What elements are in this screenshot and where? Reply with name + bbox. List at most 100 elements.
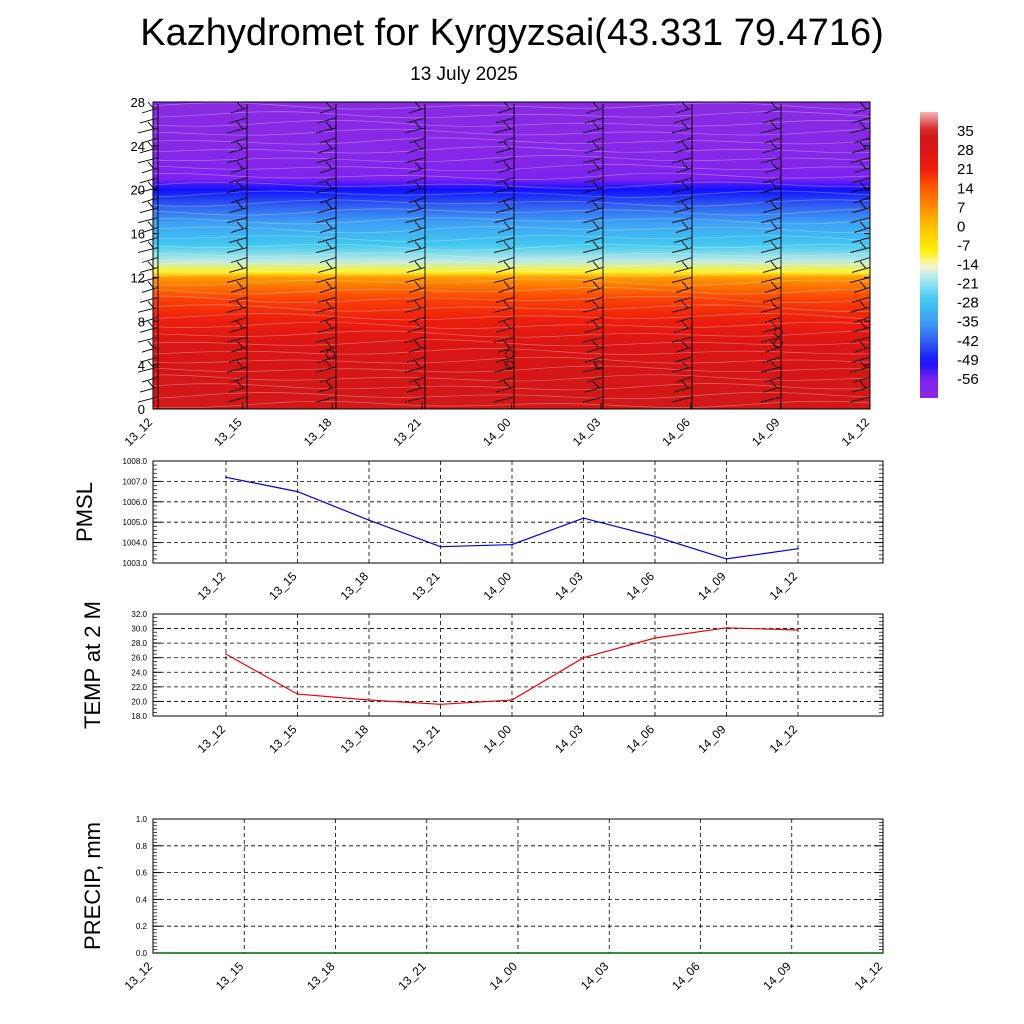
wind-barb-flag (236, 201, 244, 209)
colorbar-label: 14 (957, 180, 974, 197)
wind-barb (673, 207, 693, 214)
wind-barb (671, 217, 693, 224)
wind-barb (764, 197, 782, 204)
wind-barb (226, 217, 248, 224)
wind-barb (406, 207, 426, 214)
wind-barb-flag (325, 181, 333, 190)
wind-barb (406, 296, 426, 303)
x-tick-label: 14_06 (624, 569, 658, 603)
wind-barb-flag (414, 201, 422, 209)
y-axis-title: TEMP at 2 M (80, 601, 105, 729)
x-tick-label: 13_15 (266, 569, 300, 603)
wind-barb-flag (770, 121, 778, 130)
wind-barb (141, 286, 159, 293)
calm-marker (505, 349, 514, 359)
wind-barb-flag (859, 301, 867, 309)
wind-barb (408, 286, 426, 293)
wind-barb (497, 107, 515, 114)
wind-barb (319, 167, 337, 174)
contour-line (152, 339, 871, 347)
wind-barb-flag (236, 221, 244, 229)
data-point (439, 545, 442, 548)
wind-barb-flag (859, 121, 867, 130)
wind-barb (582, 366, 604, 373)
wind-barb (228, 177, 248, 184)
wind-barb (495, 267, 515, 273)
y-tick-label: 20.0 (131, 697, 147, 706)
wind-barb-flag (592, 301, 600, 309)
wind-barb-flag (503, 360, 511, 369)
wind-barb (584, 117, 604, 124)
y-tick-label: 0.8 (136, 842, 148, 851)
wind-barb (584, 147, 604, 154)
wind-barb-flag (236, 281, 244, 289)
x-tick-label: 13_21 (409, 569, 443, 603)
wind-barb (673, 296, 693, 303)
wind-barb (849, 366, 871, 373)
wind-barb-flag (770, 181, 778, 190)
wind-barb-flag (325, 340, 333, 349)
y-tick-label: 22.0 (131, 683, 147, 692)
wind-barb (408, 316, 426, 323)
wind-barb (760, 336, 782, 343)
data-point (511, 543, 513, 546)
contour-line (152, 261, 871, 269)
y-tick-label: 32.0 (131, 610, 147, 619)
wind-barb (139, 207, 159, 214)
data-point (296, 490, 299, 493)
wind-barb (673, 386, 693, 393)
wind-barb (141, 227, 159, 234)
wind-barb-flag (503, 181, 511, 190)
contour-line (153, 235, 871, 242)
x-tick-label: 14_06 (659, 415, 693, 449)
x-tick-label: 14_09 (749, 415, 783, 449)
wind-barb (582, 127, 604, 134)
wind-barb (317, 296, 337, 303)
wind-barb (764, 167, 782, 174)
wind-barb (493, 247, 515, 253)
wind-barb (497, 316, 515, 323)
wind-barb-flag (859, 281, 867, 289)
contour-line (152, 243, 871, 251)
wind-barb (497, 376, 515, 383)
y-tick-label: 20 (131, 183, 145, 198)
wind-barb (760, 306, 782, 313)
x-tick-label: 14_12 (767, 569, 801, 603)
x-tick-label: 13_15 (213, 959, 247, 993)
data-point (439, 703, 442, 706)
wind-barb (760, 157, 782, 164)
wind-barb-flag (503, 380, 511, 389)
wind-barb (760, 187, 782, 194)
wind-barb (137, 187, 159, 194)
y-tick-label: 18.0 (131, 712, 147, 721)
wind-barb (851, 237, 871, 244)
wind-barb-flag (503, 141, 511, 150)
wind-barb-flag (770, 261, 778, 269)
wind-barb (406, 386, 426, 393)
wind-barb (315, 336, 337, 343)
data-point (517, 952, 519, 954)
wind-barb (849, 336, 871, 343)
wind-barb-flag (859, 161, 867, 170)
wind-barb (675, 227, 693, 234)
wind-barb-flag (592, 221, 600, 229)
wind-barb-flag (681, 261, 689, 269)
x-tick-label: 13_12 (122, 415, 156, 449)
y-tick-label: 4 (138, 358, 145, 373)
wind-barb (141, 346, 159, 353)
wind-barb (671, 127, 693, 134)
wind-barb (404, 157, 426, 164)
wind-barb-flag (681, 340, 689, 349)
wind-barb (139, 296, 159, 303)
wind-barb (404, 217, 426, 224)
wind-barb (315, 157, 337, 164)
wind-barb-flag (681, 101, 689, 110)
wind-barb (226, 306, 248, 313)
wind-barb (586, 227, 604, 234)
wind-barb (319, 286, 337, 293)
wind-barb-flag (859, 380, 867, 389)
wind-barb (228, 117, 248, 124)
wind-barb-flag (681, 201, 689, 209)
wind-barb (230, 316, 248, 323)
calm-marker (325, 349, 335, 359)
